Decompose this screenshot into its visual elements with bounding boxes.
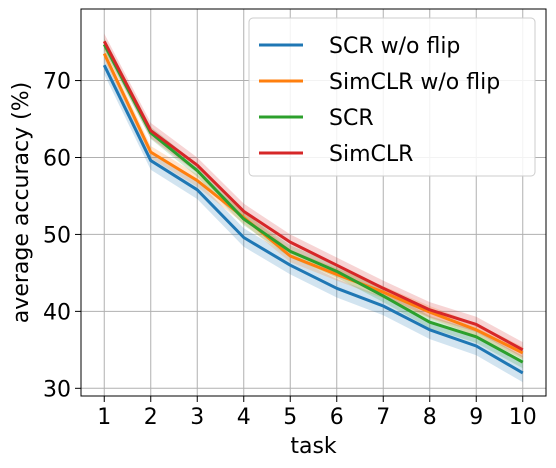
x-tick-label: 9 <box>469 405 483 430</box>
series-line <box>102 43 524 364</box>
series-line <box>102 52 524 355</box>
x-tick-label: 1 <box>97 405 111 430</box>
x-tick-label: 10 <box>509 405 537 430</box>
confidence-band <box>104 33 523 358</box>
y-tick-label: 60 <box>43 146 71 171</box>
series-line <box>102 40 524 352</box>
y-tick-label: 50 <box>43 223 71 248</box>
series-lines <box>102 40 524 375</box>
legend-box <box>248 17 536 177</box>
confidence-band <box>104 38 523 369</box>
x-tick-label: 2 <box>144 405 158 430</box>
legend-label: SCR w/o flip <box>329 34 460 59</box>
x-tick-label: 5 <box>283 405 297 430</box>
y-tick-label: 30 <box>43 377 71 402</box>
series-line <box>102 64 524 375</box>
y-tick-label: 40 <box>43 300 71 325</box>
legend-label: SimCLR w/o flip <box>329 70 500 95</box>
legend: SCR w/o flip SimCLR w/o flip SCR SimCLR <box>248 17 536 177</box>
x-tick-label: 3 <box>190 405 204 430</box>
axis-ticks: 1 2 3 4 5 6 7 8 9 10 30 40 50 60 70 <box>43 70 537 430</box>
plot-frame <box>80 8 547 397</box>
x-tick-label: 8 <box>423 405 437 430</box>
y-tick-label: 70 <box>43 70 71 95</box>
legend-label: SimCLR <box>329 142 413 167</box>
x-tick-label: 4 <box>237 405 251 430</box>
x-axis-label: task <box>290 434 337 459</box>
x-tick-label: 7 <box>376 405 390 430</box>
legend-label: SCR <box>329 106 374 131</box>
x-tick-label: 6 <box>330 405 344 430</box>
y-axis-label: average accuracy (%) <box>9 82 34 323</box>
